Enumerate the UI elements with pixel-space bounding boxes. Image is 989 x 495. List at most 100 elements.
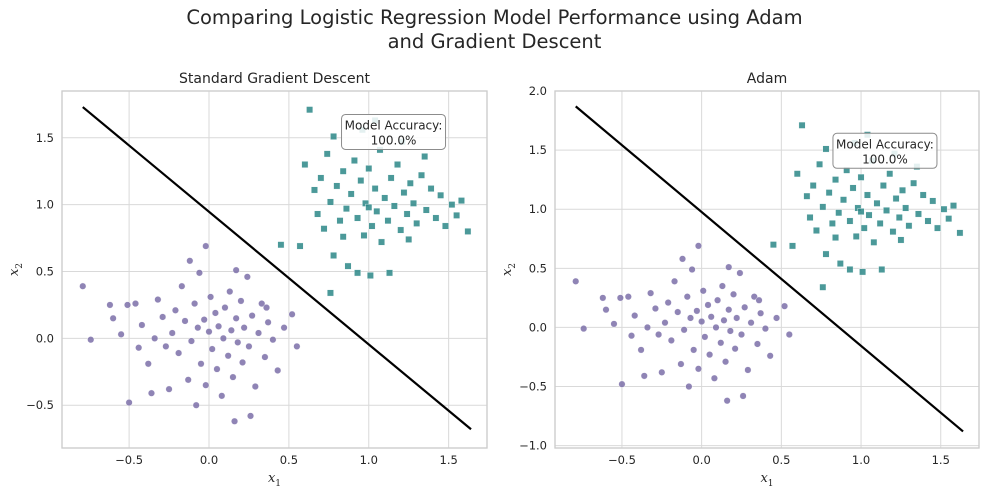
class-0-point: [202, 242, 210, 250]
class-0-point: [215, 322, 223, 330]
class-0-point: [706, 351, 714, 359]
class-1-point: [816, 160, 824, 168]
class-0-point: [761, 325, 769, 333]
class-1-point: [950, 202, 957, 210]
class-1-point: [806, 214, 814, 221]
class-0-point: [717, 339, 725, 347]
class-0-point: [159, 313, 167, 321]
class-1-point: [344, 262, 352, 270]
class-1-point: [333, 182, 341, 190]
class-0-point: [243, 273, 251, 281]
class-0-point: [693, 307, 701, 315]
class-0-point: [151, 334, 159, 342]
class-1-point: [857, 208, 865, 215]
class-0-point: [165, 385, 173, 393]
x-tick-label: 1.5: [440, 453, 458, 467]
class-0-point: [261, 353, 269, 361]
y-tick-label: −0.5: [519, 380, 547, 394]
class-1-point: [879, 182, 887, 189]
class-1-point: [835, 209, 843, 217]
y-tick-label: 0.0: [529, 320, 547, 334]
accuracy-value: 100.0%: [371, 133, 417, 147]
class-0-point: [781, 302, 789, 310]
class-1-point: [394, 161, 401, 168]
class-1-point: [819, 203, 827, 211]
class-1-point: [339, 167, 347, 175]
class-1-point: [846, 217, 854, 225]
class-0-point: [677, 360, 685, 368]
class-1-point: [386, 269, 393, 277]
class-1-point: [421, 153, 429, 160]
accuracy-label: Model Accuracy:: [345, 118, 443, 132]
class-0-point: [572, 277, 580, 285]
class-0-point: [755, 296, 763, 304]
class-0-point: [226, 288, 234, 296]
class-1-point: [892, 195, 900, 202]
class-1-point: [902, 204, 910, 212]
x-tick-label: 0.5: [280, 453, 298, 467]
class-1-point: [870, 238, 878, 246]
class-0-point: [679, 255, 687, 263]
class-0-point: [144, 360, 152, 368]
class-1-point: [905, 222, 913, 230]
class-1-point: [883, 206, 890, 214]
class-0-point: [610, 320, 618, 328]
class-1-point: [403, 210, 411, 218]
class-1-point: [934, 224, 941, 232]
class-1-point: [327, 289, 334, 297]
class-1-point: [350, 157, 358, 164]
class-1-point: [910, 179, 918, 187]
class-0-point: [197, 360, 205, 368]
plot-area: [61, 90, 488, 449]
x-tick-label: 0.5: [772, 453, 790, 467]
class-0-point: [178, 282, 186, 290]
y-tick-label: 1.0: [36, 198, 54, 212]
class-0-point: [683, 293, 691, 301]
class-0-point: [690, 346, 698, 354]
class-1-point: [381, 194, 389, 202]
class-0-point: [79, 282, 87, 290]
class-1-point: [365, 203, 373, 211]
class-0-point: [229, 373, 237, 381]
class-1-point: [865, 211, 873, 219]
class-0-point: [293, 342, 301, 350]
class-1-point: [448, 201, 456, 209]
class-1-point: [813, 227, 820, 234]
plot-frame: [61, 90, 488, 449]
class-1-point: [803, 192, 811, 200]
class-1-point: [889, 228, 897, 236]
class-1-point: [330, 133, 338, 140]
class-0-point: [181, 317, 189, 325]
class-1-point: [859, 268, 867, 276]
class-1-point: [432, 214, 440, 222]
class-1-point: [427, 185, 435, 193]
class-0-point: [207, 293, 215, 301]
class-0-point: [195, 269, 203, 277]
class-0-point: [258, 300, 266, 308]
class-0-point: [733, 314, 741, 322]
class-1-point: [437, 191, 445, 199]
class-1-point: [832, 176, 839, 184]
class-0-point: [737, 331, 745, 339]
class-1-point: [857, 173, 865, 181]
class-0-point: [726, 327, 734, 335]
x-tick-label: 1.5: [932, 453, 950, 467]
class-0-point: [637, 346, 645, 354]
class-0-point: [138, 321, 146, 329]
class-0-point: [109, 314, 117, 322]
y-axis-label: x2: [7, 263, 25, 276]
class-1-point: [822, 145, 830, 153]
class-0-point: [184, 376, 192, 384]
class-0-point: [288, 310, 296, 318]
class-0-point: [171, 306, 179, 314]
class-1-point: [301, 161, 309, 168]
class-1-point: [819, 283, 827, 291]
class-1-point: [368, 222, 376, 230]
class-1-point: [822, 250, 830, 258]
class-1-point: [323, 150, 331, 158]
class-1-point: [277, 241, 285, 249]
class-0-point: [698, 318, 706, 326]
class-1-point: [919, 191, 927, 199]
y-tick-label: −1.0: [519, 439, 547, 453]
class-0-point: [704, 301, 712, 309]
